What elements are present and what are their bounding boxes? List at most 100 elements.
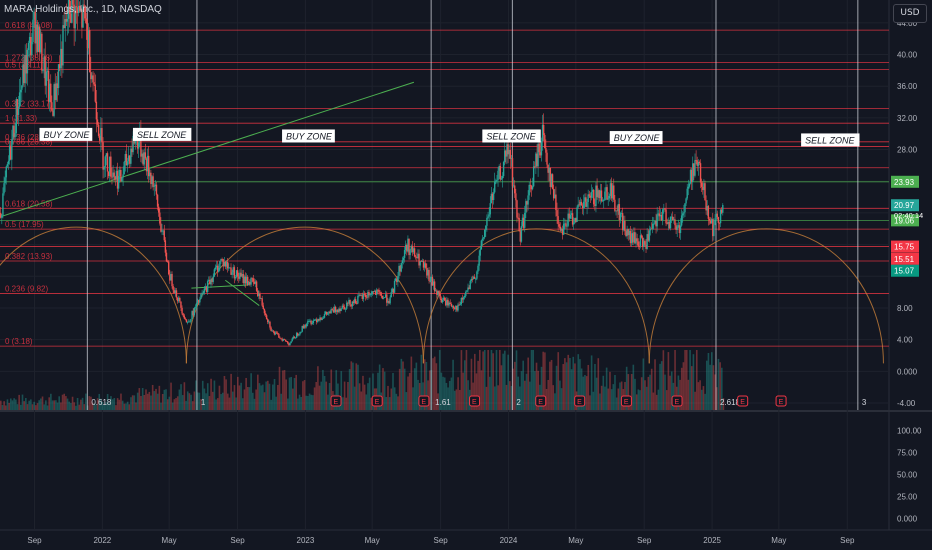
volume-bar (610, 389, 613, 410)
candle-body (672, 216, 674, 220)
candle-body (155, 184, 158, 195)
candle-body (603, 200, 605, 201)
candle-body (222, 259, 224, 267)
volume-bar (470, 358, 473, 410)
candle-body (575, 218, 577, 222)
volume-bar (263, 392, 266, 410)
candle-body (123, 161, 125, 175)
candle-body (718, 222, 721, 224)
candle-body (626, 229, 628, 237)
candle-body (175, 290, 178, 298)
volume-bar (65, 396, 67, 410)
zone-label: BUY ZONE (614, 133, 661, 143)
candle-body (48, 83, 51, 102)
candle-body (205, 286, 208, 293)
candle-body (363, 294, 366, 295)
candle-body (497, 170, 499, 180)
volume-bar (248, 387, 251, 410)
volume-bar (715, 387, 718, 410)
candle-body (1, 215, 3, 218)
candle-body (383, 297, 386, 299)
candle-body (658, 213, 661, 217)
candle-body (45, 71, 48, 86)
candle-body (252, 278, 254, 282)
candle-body (161, 230, 163, 232)
candle-body (321, 318, 323, 320)
candle-body (499, 166, 501, 180)
volume-bar (565, 362, 568, 410)
candle-body (121, 177, 123, 182)
volume-bar (385, 396, 388, 410)
volume-bar (83, 404, 86, 410)
volume-bar (407, 376, 409, 410)
volume-bar (280, 393, 282, 410)
earnings-marker-label: E (472, 399, 477, 406)
candle-body (629, 230, 632, 244)
candle-body (473, 276, 476, 279)
volume-bar (315, 382, 318, 410)
candle-body (639, 235, 642, 247)
candle-body (132, 135, 134, 153)
candle-body (293, 336, 296, 339)
volume-bar (447, 387, 449, 410)
candle-body (590, 191, 593, 198)
candle-body (87, 30, 90, 49)
volume-bar (630, 374, 633, 410)
candle-body (550, 174, 553, 187)
candle-body (628, 230, 631, 236)
candle-body (396, 278, 398, 283)
earnings-marker (330, 395, 342, 407)
volume-bar (647, 376, 650, 410)
volume-bar (390, 388, 393, 410)
candle-body (378, 289, 380, 293)
volume-bar (245, 377, 247, 410)
candle-body (317, 319, 319, 323)
candle-body (502, 162, 505, 177)
volume-bar (443, 377, 446, 410)
candle-body (264, 313, 267, 316)
candle-body (320, 317, 322, 320)
candle-body (242, 274, 244, 284)
indicator-axis-label: 0.000 (897, 515, 918, 524)
zone-label-bg (39, 127, 93, 141)
candle-body (112, 172, 114, 178)
volume-bar (537, 370, 540, 410)
volume-bar (717, 358, 720, 410)
candle-body (366, 297, 368, 298)
candle-body (682, 213, 684, 216)
volume-bar (163, 389, 166, 410)
candle-body (601, 200, 604, 202)
candle-body (74, 6, 76, 29)
volume-bar (557, 352, 560, 410)
candle-body (257, 290, 259, 297)
candle-body (195, 303, 198, 308)
volume-bar (544, 352, 546, 410)
volume-bar (233, 385, 236, 410)
volume-bar (330, 369, 333, 410)
candle-body (332, 309, 335, 313)
volume-bar (70, 403, 72, 410)
candle-body (172, 286, 174, 291)
candle-body (220, 258, 222, 262)
candle-body (391, 288, 394, 293)
candle-body (504, 150, 506, 163)
volume-bar (625, 366, 628, 410)
candle-body (569, 214, 572, 219)
currency-button[interactable]: USD (893, 4, 927, 23)
volume-bar (637, 389, 640, 410)
candle-body (544, 135, 546, 149)
volume-bar (257, 374, 259, 410)
candle-body (379, 292, 381, 293)
zone-label-bg (609, 131, 663, 145)
time-axis-label: May (162, 536, 177, 545)
volume-bar (195, 380, 197, 410)
volume-bar (73, 402, 76, 410)
candle-body (519, 231, 522, 242)
volume-bar (542, 351, 545, 410)
candle-body (576, 207, 578, 222)
earnings-marker-label: E (538, 399, 543, 406)
candle-body (588, 194, 590, 196)
candle-body (560, 228, 563, 231)
candle-body (211, 279, 213, 282)
